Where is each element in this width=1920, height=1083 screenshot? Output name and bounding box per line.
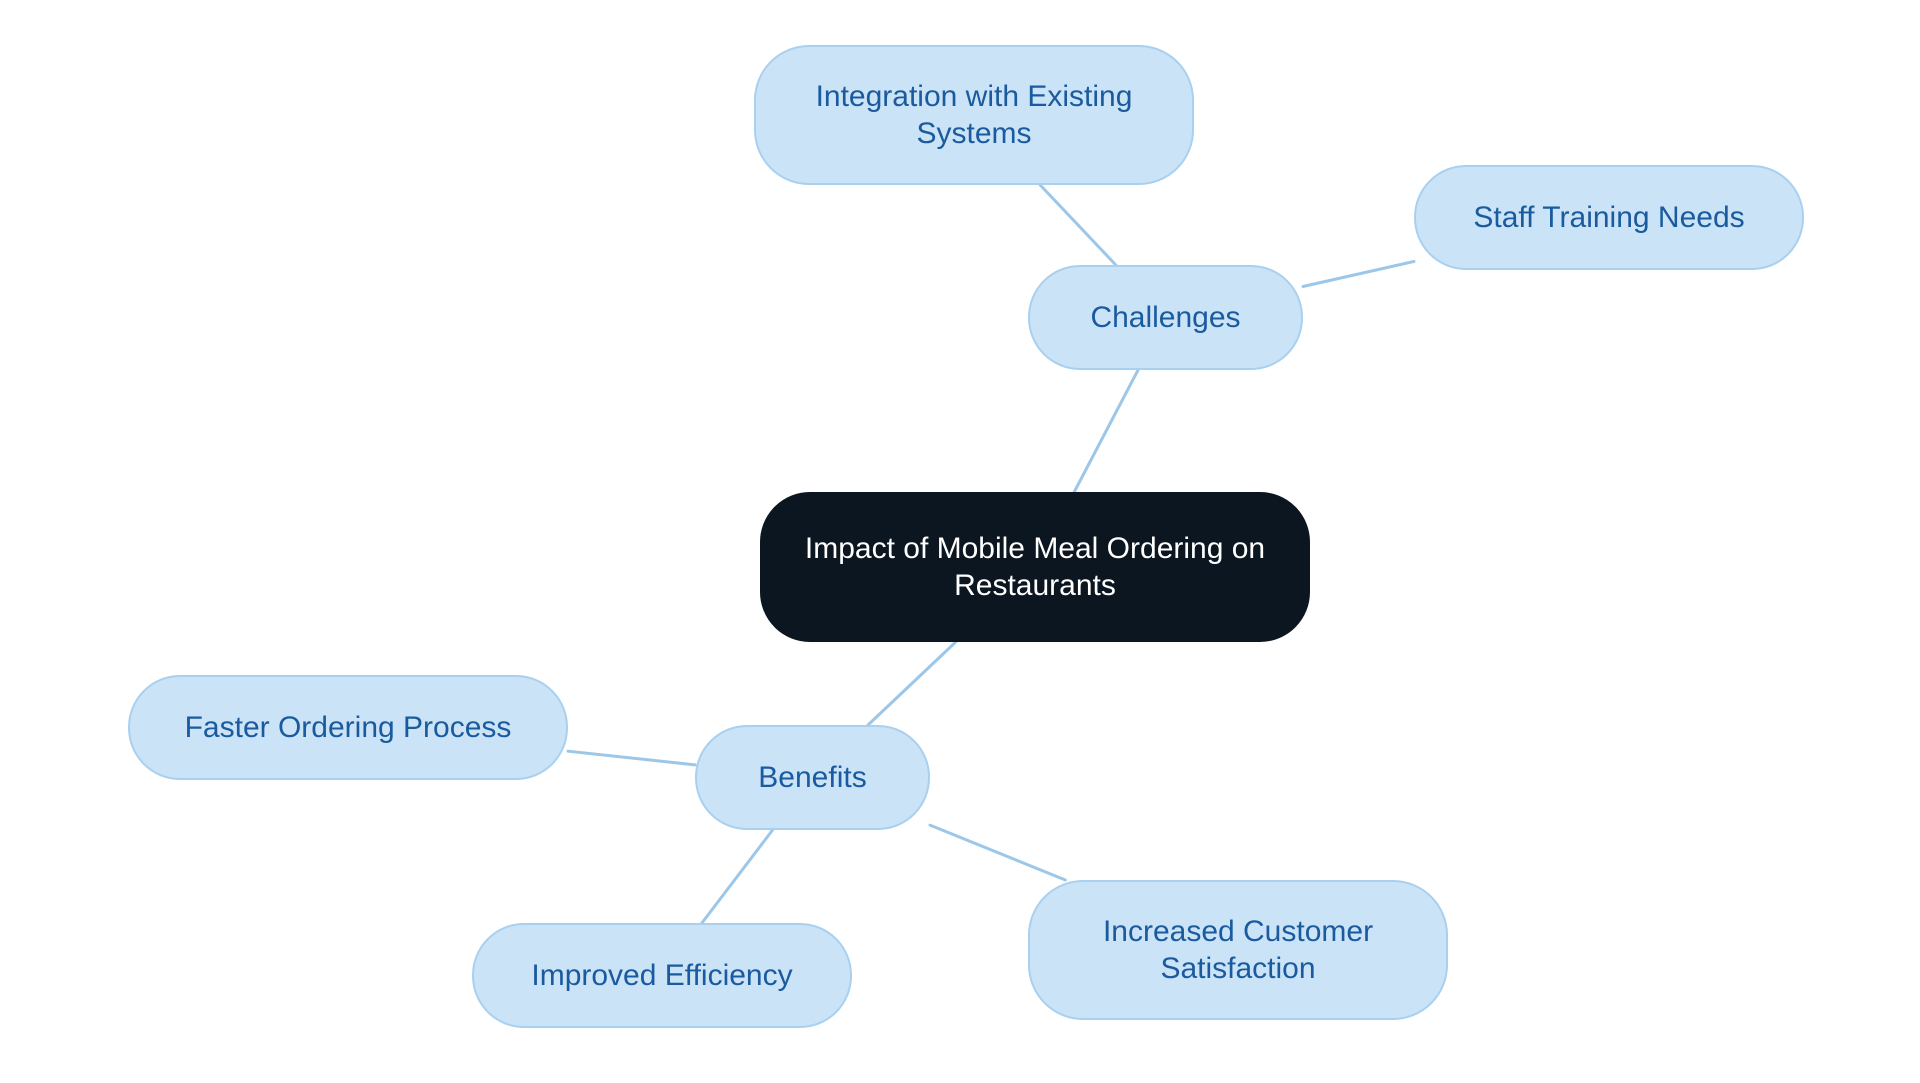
node-satisfaction: Increased Customer Satisfaction bbox=[1028, 880, 1448, 1020]
node-faster: Faster Ordering Process bbox=[128, 675, 568, 780]
diagram-canvas: Impact of Mobile Meal Ordering on Restau… bbox=[0, 0, 1920, 1083]
edge-challenges-integration bbox=[1040, 185, 1116, 265]
edge-benefits-efficiency bbox=[702, 830, 773, 923]
edge-challenges-staff bbox=[1303, 261, 1414, 286]
node-label: Impact of Mobile Meal Ordering on Restau… bbox=[790, 530, 1280, 605]
node-staff: Staff Training Needs bbox=[1414, 165, 1804, 270]
edge-root-benefits bbox=[868, 642, 956, 725]
node-benefits: Benefits bbox=[695, 725, 930, 830]
edge-benefits-faster bbox=[568, 751, 695, 765]
node-efficiency: Improved Efficiency bbox=[472, 923, 852, 1028]
node-challenges: Challenges bbox=[1028, 265, 1303, 370]
node-label: Challenges bbox=[1090, 299, 1240, 337]
node-label: Staff Training Needs bbox=[1473, 199, 1744, 237]
edge-benefits-satisfaction bbox=[930, 825, 1065, 880]
node-label: Faster Ordering Process bbox=[185, 709, 512, 747]
node-label: Integration with Existing Systems bbox=[784, 78, 1164, 153]
edge-root-challenges bbox=[1074, 370, 1138, 492]
node-label: Increased Customer Satisfaction bbox=[1058, 913, 1418, 988]
node-label: Benefits bbox=[758, 759, 866, 797]
node-label: Improved Efficiency bbox=[531, 957, 792, 995]
node-integration: Integration with Existing Systems bbox=[754, 45, 1194, 185]
node-root: Impact of Mobile Meal Ordering on Restau… bbox=[760, 492, 1310, 642]
